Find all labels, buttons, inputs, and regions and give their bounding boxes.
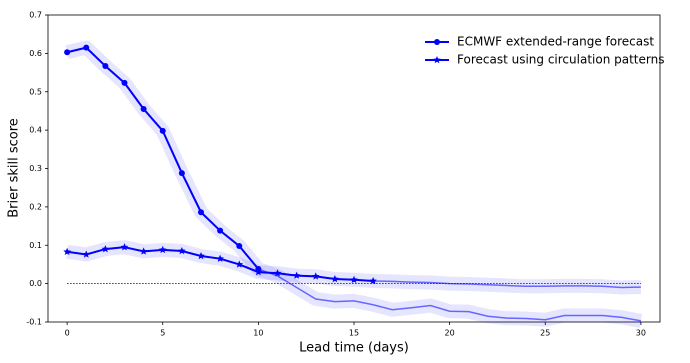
x-tick-label: 15 bbox=[349, 329, 359, 338]
point-marker bbox=[235, 260, 244, 268]
legend-label: Forecast using circulation patterns bbox=[457, 53, 664, 67]
y-tick-label: 0.7 bbox=[29, 11, 42, 20]
x-tick-label: 25 bbox=[540, 329, 550, 338]
point-marker bbox=[139, 247, 148, 255]
point-marker bbox=[198, 209, 204, 216]
point-marker bbox=[158, 245, 167, 254]
point-marker bbox=[236, 243, 243, 250]
point-marker bbox=[197, 252, 205, 260]
point-marker bbox=[331, 275, 339, 283]
point-marker bbox=[273, 269, 282, 277]
legend-marker bbox=[434, 39, 440, 45]
x-axis-label: Lead time (days) bbox=[299, 341, 409, 356]
legend-label: ECMWF extended-range forecast bbox=[457, 35, 654, 49]
x-tick-label: 5 bbox=[160, 329, 165, 338]
y-tick-label: 0.1 bbox=[29, 241, 42, 250]
point-marker bbox=[350, 275, 358, 284]
point-marker bbox=[82, 250, 91, 258]
y-axis-label: Brier skill score bbox=[7, 118, 22, 218]
point-marker bbox=[178, 247, 186, 255]
point-marker bbox=[64, 49, 71, 56]
x-tick-label: 0 bbox=[65, 329, 70, 338]
point-marker bbox=[83, 44, 90, 51]
point-marker bbox=[292, 271, 301, 279]
point-marker bbox=[102, 63, 109, 70]
x-tick-label: 20 bbox=[445, 329, 455, 338]
x-tick-label: 10 bbox=[253, 329, 263, 338]
legend: ECMWF extended-range forecast Forecast us… bbox=[425, 35, 664, 67]
y-tick-label: 0.2 bbox=[29, 202, 42, 211]
legend-marker bbox=[433, 56, 441, 64]
point-marker bbox=[101, 245, 110, 253]
point-marker bbox=[178, 170, 185, 177]
y-tick-label: 0.3 bbox=[29, 164, 42, 173]
x-tick-label: 30 bbox=[636, 329, 646, 338]
point-marker bbox=[369, 276, 377, 285]
point-marker bbox=[140, 106, 147, 113]
y-tick-label: 0.6 bbox=[29, 49, 42, 58]
y-tick-label: 0.0 bbox=[29, 279, 42, 288]
point-marker bbox=[217, 227, 224, 234]
point-marker bbox=[159, 127, 166, 134]
point-marker bbox=[120, 243, 129, 251]
y-tick-label: 0.5 bbox=[29, 87, 42, 96]
point-marker bbox=[121, 79, 128, 86]
point-marker bbox=[254, 268, 263, 276]
point-marker bbox=[216, 254, 224, 262]
y-tick-label: -0.1 bbox=[26, 318, 42, 327]
y-tick-label: 0.4 bbox=[29, 126, 42, 135]
point-marker bbox=[311, 272, 320, 280]
point-marker bbox=[63, 247, 71, 256]
